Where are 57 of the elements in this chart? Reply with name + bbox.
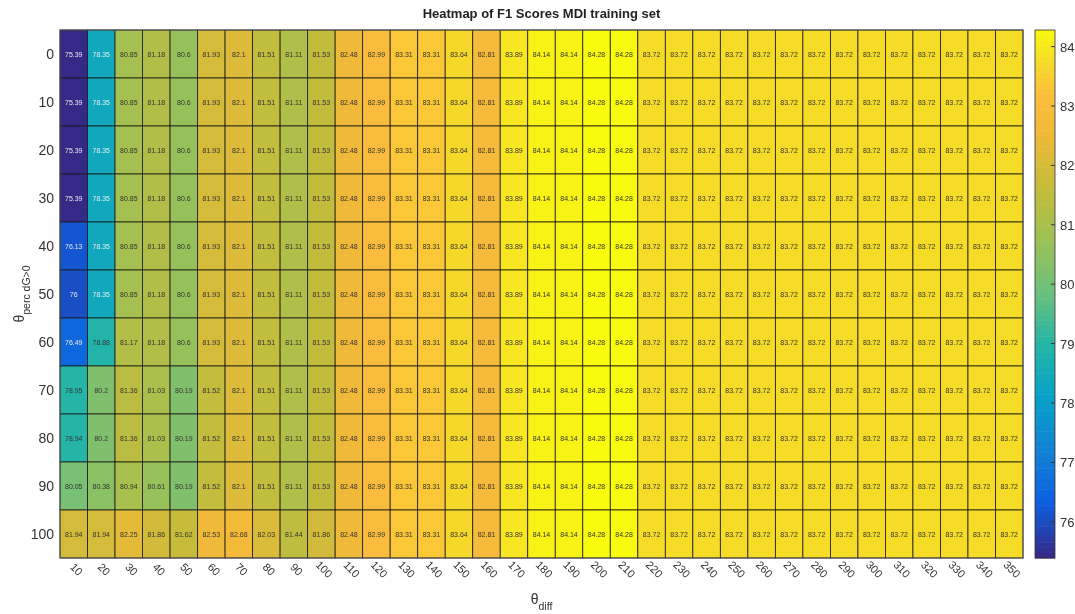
x-tick-label: 350 bbox=[1001, 558, 1023, 580]
x-tick-label: 90 bbox=[288, 560, 306, 578]
y-tick-label: 40 bbox=[38, 238, 55, 254]
x-tick-label: 110 bbox=[341, 558, 363, 580]
x-tick-label: 180 bbox=[533, 558, 556, 580]
x-tick-label: 130 bbox=[396, 558, 418, 580]
x-tick-label: 210 bbox=[616, 558, 638, 580]
color-bar-label: 77 bbox=[1060, 455, 1075, 471]
x-tick-label: 320 bbox=[918, 558, 941, 580]
y-tick-label: 60 bbox=[38, 334, 55, 350]
x-tick-label: 50 bbox=[178, 560, 196, 578]
x-tick-label: 80 bbox=[260, 560, 278, 578]
x-tick-label: 10 bbox=[68, 560, 86, 578]
y-tick-label: 20 bbox=[38, 142, 55, 158]
x-tick-label: 150 bbox=[451, 558, 473, 580]
x-tick-label: 190 bbox=[561, 558, 583, 580]
y-tick-label: 100 bbox=[30, 526, 55, 542]
x-tick-label: 270 bbox=[781, 558, 803, 580]
chart-title: Heatmap of F1 Scores MDI training set bbox=[422, 6, 661, 21]
x-tick-label: 250 bbox=[726, 558, 748, 580]
y-tick-label: 70 bbox=[38, 382, 55, 398]
x-tick-label: 340 bbox=[973, 558, 996, 580]
x-tick-label: 310 bbox=[891, 558, 913, 580]
x-tick-label: 240 bbox=[698, 558, 721, 580]
x-tick-label: 70 bbox=[233, 560, 251, 578]
y-tick-label: 50 bbox=[38, 286, 55, 302]
color-bar-label: 80 bbox=[1060, 277, 1075, 293]
x-tick-label: 330 bbox=[946, 558, 968, 580]
x-tick-label: 260 bbox=[753, 558, 776, 580]
x-tick-label: 170 bbox=[506, 558, 528, 580]
y-tick-label: 90 bbox=[38, 478, 55, 494]
x-tick-label: 280 bbox=[808, 558, 831, 580]
color-bar-label: 81 bbox=[1060, 217, 1075, 233]
color-bar-label: 79 bbox=[1060, 336, 1075, 352]
x-tick-label: 20 bbox=[95, 560, 113, 578]
color-bar-label: 83 bbox=[1060, 99, 1075, 115]
x-tick-label: 290 bbox=[836, 558, 858, 580]
x-tick-label: 60 bbox=[205, 560, 223, 578]
y-tick-label: 0 bbox=[46, 46, 55, 62]
x-tick-label: 200 bbox=[588, 558, 611, 580]
y-tick-label: 10 bbox=[38, 94, 55, 110]
x-tick-label: 40 bbox=[150, 560, 168, 578]
x-tick-label: 220 bbox=[643, 558, 666, 580]
x-tick-label: 100 bbox=[313, 558, 335, 580]
x-tick-label: 140 bbox=[423, 558, 445, 580]
color-bar-label: 78 bbox=[1060, 395, 1075, 411]
color-bar-label: 84 bbox=[1060, 39, 1075, 55]
color-bar-label: 76 bbox=[1060, 514, 1075, 530]
x-axis-title: θ$_{diff}$ bbox=[530, 591, 553, 612]
x-tick-label: 160 bbox=[478, 558, 501, 580]
x-tick-label: 230 bbox=[671, 558, 693, 580]
x-tick-label: 30 bbox=[123, 560, 141, 578]
y-tick-label: 30 bbox=[38, 190, 55, 206]
color-bar-label: 82 bbox=[1060, 158, 1075, 174]
x-tick-label: 300 bbox=[863, 558, 886, 580]
x-tick-label: 120 bbox=[368, 558, 390, 580]
y-tick-label: 80 bbox=[38, 430, 55, 446]
